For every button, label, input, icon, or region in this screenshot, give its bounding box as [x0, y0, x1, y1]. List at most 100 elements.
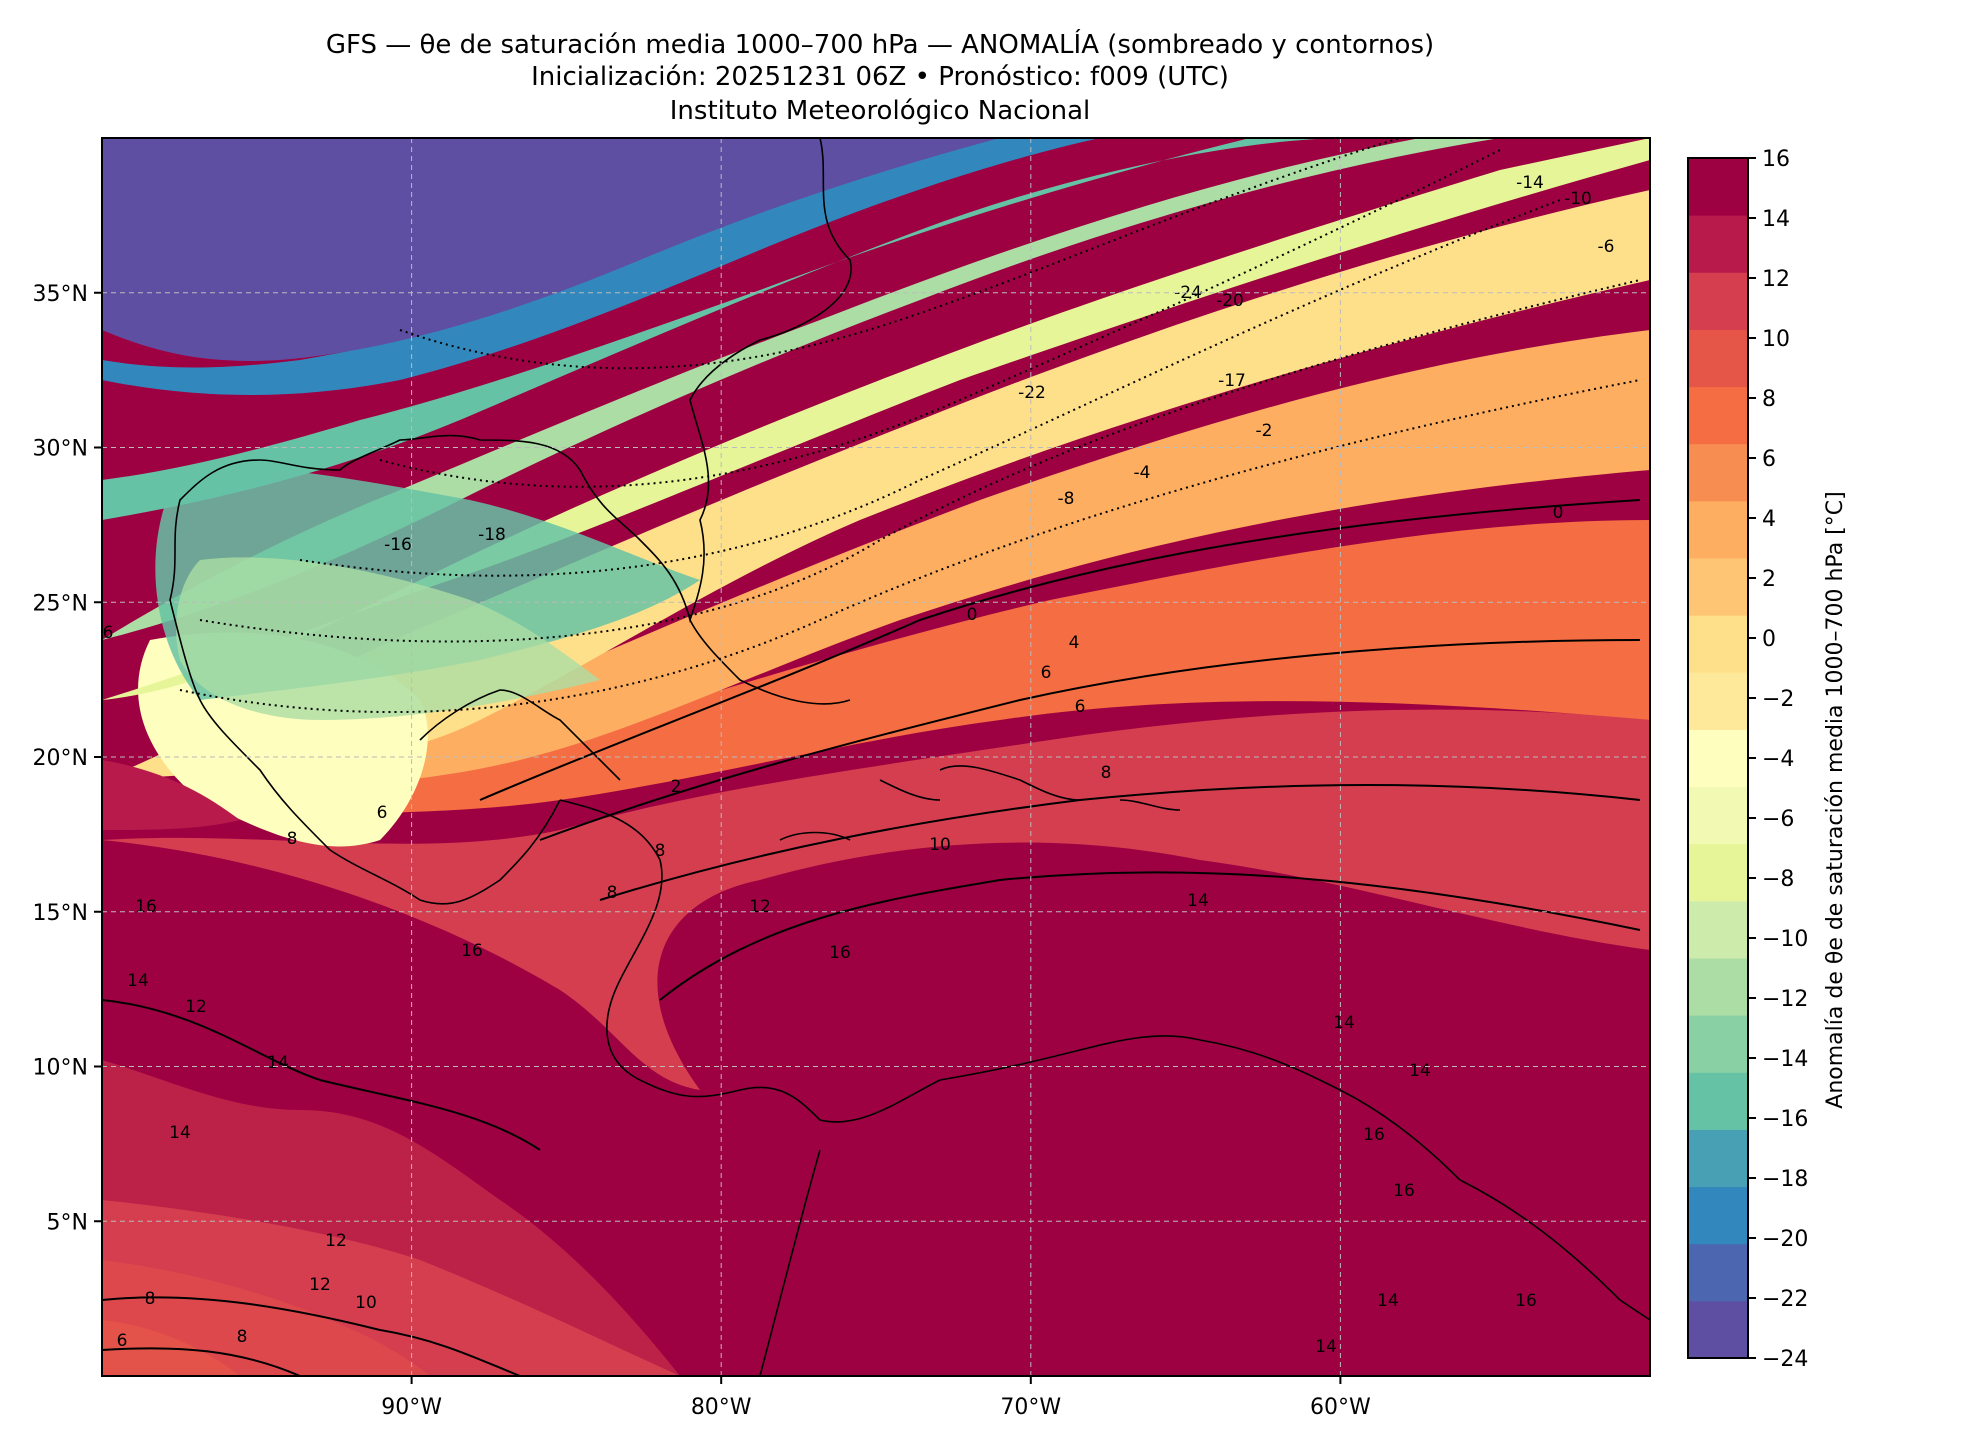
contour-label: -8	[1058, 489, 1075, 509]
colorbar-segment	[1688, 958, 1748, 1016]
colorbar-segment	[1688, 1186, 1748, 1245]
colorbar-segment	[1688, 1015, 1748, 1073]
contour-label: 14	[169, 1123, 191, 1143]
contour-label: 14	[1315, 1337, 1337, 1357]
lon-tick-label: 90°W	[381, 1395, 442, 1420]
contour-label: 14	[1409, 1061, 1431, 1081]
institution-name: Instituto Meteorológico Nacional	[669, 96, 1091, 126]
contour-label: -20	[1216, 291, 1244, 311]
map-subtitle: Inicialización: 20251231 06Z • Pronóstic…	[531, 62, 1229, 92]
colorbar-segment	[1688, 215, 1748, 273]
coastlines	[169, 138, 1650, 1376]
colorbar-tick-label: −20	[1762, 1227, 1808, 1252]
contour-label: 4	[1069, 633, 1080, 653]
contour-label: 14	[1187, 891, 1209, 911]
contour-label: 12	[309, 1275, 331, 1295]
contour-label: 8	[1101, 763, 1112, 783]
lon-tick-label: 80°W	[691, 1395, 752, 1420]
contour-label: 6	[377, 803, 388, 823]
anomaly-field	[102, 138, 1650, 1376]
lat-tick-label: 10°N	[33, 1056, 88, 1081]
lat-tick-label: 5°N	[47, 1210, 88, 1235]
colorbar-tick-label: 4	[1762, 507, 1776, 532]
colorbar-segment	[1688, 615, 1748, 673]
contour-label: 10	[929, 835, 951, 855]
colorbar-tick-label: −10	[1762, 927, 1808, 952]
contour-label: 16	[829, 943, 851, 963]
contour-label: 8	[237, 1327, 248, 1347]
colorbar-segment	[1688, 158, 1748, 216]
lon-tick-label: 60°W	[1310, 1395, 1371, 1420]
contour-label: -18	[478, 525, 506, 545]
contour-label: 14	[1333, 1013, 1355, 1033]
colorbar-segment	[1688, 1300, 1748, 1359]
colorbar-tick-label: 8	[1762, 387, 1776, 412]
colorbar-segment	[1688, 900, 1748, 959]
contour-label: -16	[384, 535, 412, 555]
contour-label: -4	[1134, 463, 1151, 483]
lat-tick-label: 20°N	[33, 746, 88, 771]
contour-label: 8	[655, 841, 666, 861]
contour-label: -24	[1174, 283, 1202, 303]
colorbar-segment	[1688, 272, 1748, 330]
colorbar-tick-label: 12	[1762, 267, 1790, 292]
contour-label: 8	[607, 883, 618, 903]
contour-label: 16	[1363, 1125, 1385, 1145]
contour-label: 2	[671, 777, 682, 797]
contour-label: 0	[1553, 503, 1564, 523]
colorbar-segment	[1688, 843, 1748, 902]
colorbar-tick-label: −18	[1762, 1167, 1808, 1192]
map-title: GFS — θe de saturación media 1000–700 hP…	[325, 30, 1435, 60]
lon-tick-label: 70°W	[1000, 1395, 1061, 1420]
colorbar-tick-label: −24	[1762, 1347, 1808, 1372]
colorbar-segment	[1688, 1072, 1748, 1130]
contour-label: 10	[355, 1293, 377, 1313]
colorbar-segment	[1688, 1243, 1748, 1302]
contour-label: 14	[1377, 1291, 1399, 1311]
contour-label: 8	[145, 1289, 156, 1309]
colorbar-tick-label: 2	[1762, 567, 1776, 592]
contour-labels: -24 -20-14-10-6-22-17-2-4-8-16 -1800466288…	[103, 173, 1615, 1357]
contour-label: 16	[461, 941, 483, 961]
contour-label: 6	[117, 1331, 128, 1351]
colorbar: 16 14 12 10 8 6 4 2 0 −2 −4 −6 −8 −10 −12 −14 −16 −18 −20 −…	[1687, 147, 1808, 1372]
contour-label: 12	[325, 1231, 347, 1251]
colorbar-tick-label: −6	[1762, 807, 1794, 832]
lat-tick-label: 35°N	[33, 282, 88, 307]
latitude-tick-labels: 35°N 30°N 25°N 20°N 15°N 10°N 5°N	[33, 282, 102, 1235]
colorbar-tick-label: 6	[1762, 447, 1776, 472]
contour-label: -17	[1218, 371, 1246, 391]
longitude-tick-labels: 90°W 80°W 70°W 60°W	[381, 1376, 1371, 1420]
contour-label: 16	[135, 897, 157, 917]
colorbar-tick-label: 16	[1762, 147, 1790, 172]
colorbar-segment	[1688, 1129, 1748, 1188]
colorbar-tick-label: −16	[1762, 1107, 1808, 1132]
contour-label: 6	[1075, 697, 1086, 717]
colorbar-tick-label: −12	[1762, 987, 1808, 1012]
colorbar-segment	[1688, 443, 1748, 502]
contour-label: 14	[127, 971, 149, 991]
colorbar-segment	[1688, 329, 1748, 388]
colorbar-tick-label: −14	[1762, 1047, 1808, 1072]
contour-label: -22	[1018, 383, 1046, 403]
gridlines	[102, 138, 1650, 1376]
lat-tick-label: 30°N	[33, 437, 88, 462]
contour-label: -6	[1598, 237, 1615, 257]
colorbar-tick-label: −8	[1762, 867, 1794, 892]
colorbar-tick-label: 14	[1762, 207, 1790, 232]
colorbar-segment	[1688, 386, 1748, 445]
colorbar-segment	[1688, 558, 1748, 616]
colorbar-segment	[1688, 729, 1748, 788]
colorbar-tick-label: −4	[1762, 747, 1794, 772]
colorbar-segment	[1688, 672, 1748, 730]
colorbar-tick-label: −2	[1762, 687, 1794, 712]
colorbar-tick-label: −22	[1762, 1287, 1808, 1312]
contour-label: 16	[1515, 1291, 1537, 1311]
colorbar-label: Anomalía de θe de saturación media 1000–…	[1823, 491, 1848, 1108]
lat-tick-label: 15°N	[33, 901, 88, 926]
contour-label: 16	[1393, 1181, 1415, 1201]
contour-label: 12	[185, 997, 207, 1017]
contour-label: 6	[1041, 663, 1052, 683]
colorbar-tick-label: 10	[1762, 327, 1790, 352]
